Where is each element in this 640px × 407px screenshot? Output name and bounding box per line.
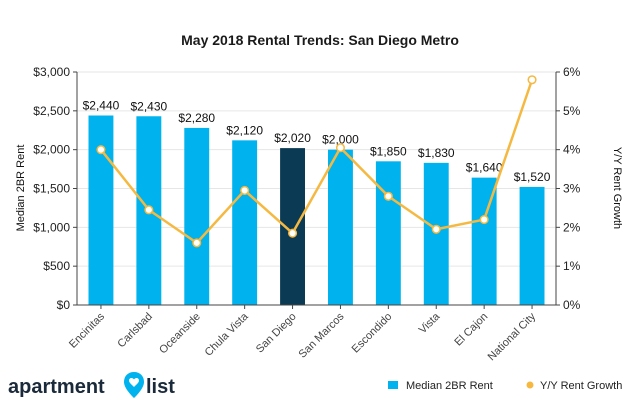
category-label: Chula Vista [203,310,252,359]
right-axis-ticks: 0% 1% 2% 3% 4% 5% 6% [556,65,581,312]
bar-value-label: $2,430 [130,99,167,113]
right-tick-label: 4% [563,143,581,157]
growth-point [335,143,346,153]
bar [327,149,353,305]
bar-value-label: $2,120 [226,123,263,137]
chart-title: May 2018 Rental Trends: San Diego Metro [181,32,459,48]
location-pin-heart-icon [124,372,144,398]
left-tick-label: $2,000 [33,143,70,157]
growth-point [431,224,441,234]
right-tick-label: 3% [563,182,581,196]
growth-point [96,145,106,155]
right-tick-label: 5% [563,104,581,118]
bar [88,115,114,305]
category-label: Encinitas [67,310,107,350]
legend-line-label: Y/Y Rent Growth [540,380,622,392]
bar-value-label: $2,020 [274,131,311,145]
y2-axis-label: Y/Y Rent Growth [611,147,623,229]
growth-point [383,191,393,201]
bars [88,115,545,306]
growth-point [527,75,537,85]
bar [184,127,210,305]
right-tick-label: 6% [563,65,581,79]
category-label: El Cajon [452,311,490,349]
bar-value-label: $1,640 [466,161,503,175]
y-axis-label: Median 2BR Rent [15,145,27,232]
right-tick-label: 1% [563,259,581,273]
brand-logo: apartment list [8,372,175,398]
growth-point [288,228,298,238]
category-label: San Diego [254,311,299,356]
bar [375,161,401,305]
legend-bar-swatch [388,381,398,389]
bar-labels: $2,440 $2,430 $2,280 $2,120 $2,020 $2,000 $1,8… [83,98,551,183]
bar-value-label: $2,000 [322,133,359,147]
left-tick-label: $1,500 [33,182,70,196]
right-tick-label: 0% [563,298,581,312]
left-tick-label: $2,500 [33,104,70,118]
category-label: Vista [417,310,443,336]
legend-bar-label: Median 2BR Rent [406,380,493,392]
category-label: Oceanside [157,311,203,357]
legend: Median 2BR Rent Y/Y Rent Growth [388,380,622,392]
category-label: National City [486,310,539,363]
bar [519,186,545,305]
category-label: San Marcos [297,310,347,360]
growth-point [240,185,250,195]
bar-value-label: $1,520 [514,170,551,184]
right-tick-label: 2% [563,220,581,234]
growth-point [144,205,154,215]
bar [232,140,258,305]
growth-point [192,238,202,248]
left-tick-label: $500 [43,259,70,273]
bar [423,162,449,305]
brand-name-part2: list [146,376,175,398]
left-tick-label: $3,000 [33,65,70,79]
growth-line-path [99,79,534,245]
growth-point [479,215,489,225]
legend-line-swatch [526,381,534,389]
left-tick-label: $1,000 [33,220,70,234]
category-label: Carlsbad [115,311,155,351]
category-label: Escondido [350,311,395,356]
bar-value-label: $2,280 [178,111,215,125]
growth-line [96,75,537,248]
left-axis-ticks: $0 $500 $1,000 $1,500 $2,000 $2,500 $3,000 [33,65,77,312]
left-tick-label: $0 [57,298,71,312]
brand-name-part1: apartment [8,376,105,398]
bar-value-label: $2,440 [83,98,120,112]
category-labels: Encinitas Carlsbad Oceanside Chula Vista San… [67,310,539,363]
bar-value-label: $1,850 [370,144,407,158]
bar-value-label: $1,830 [418,146,455,160]
